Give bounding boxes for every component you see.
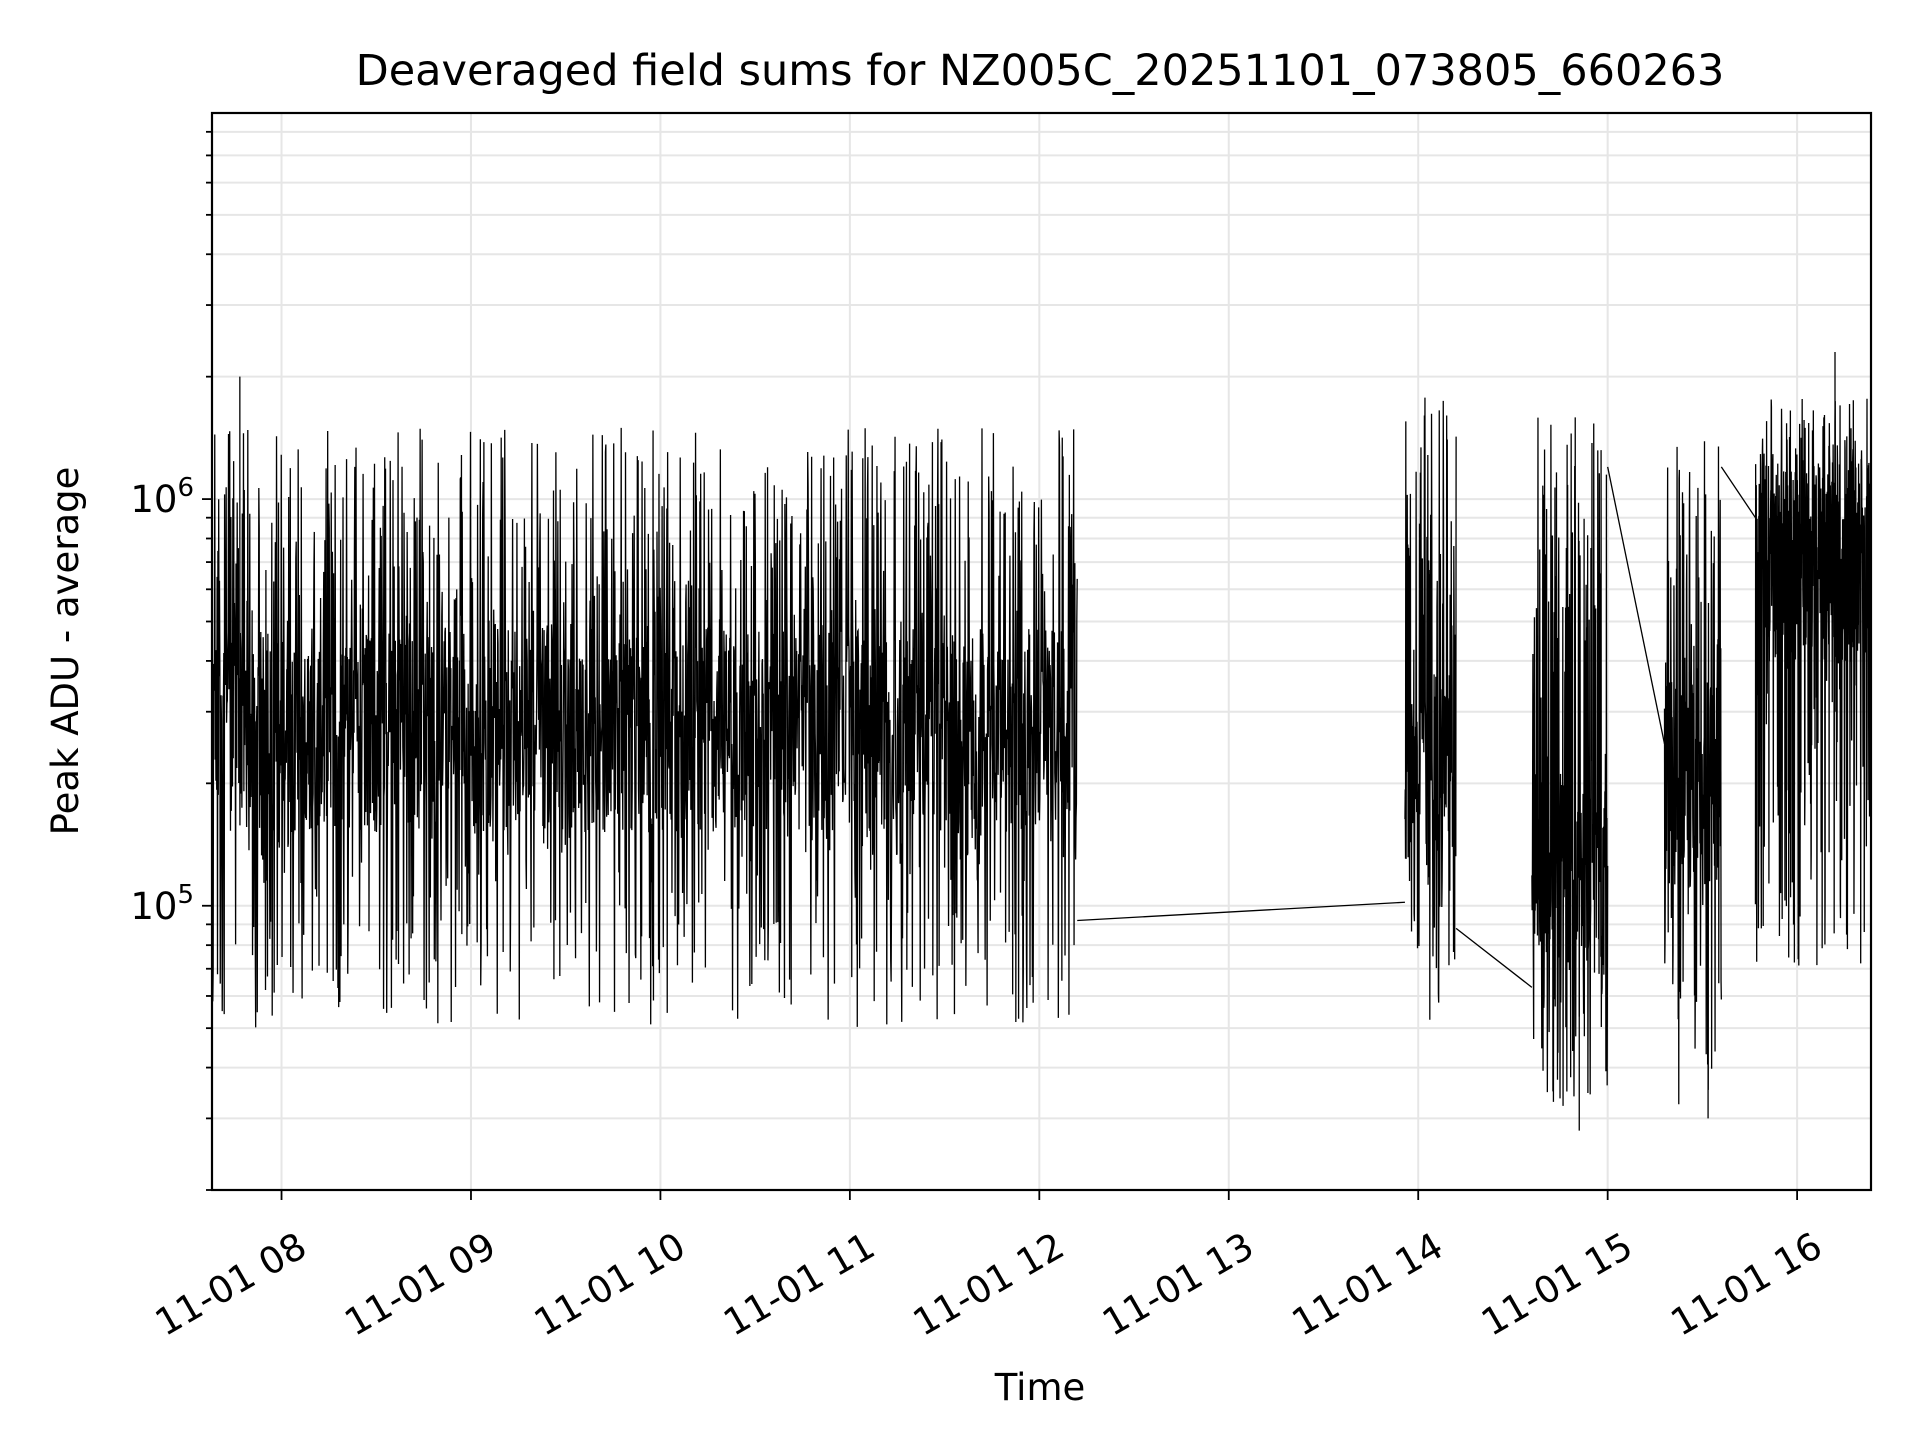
series-segment-4 xyxy=(1663,441,1722,1105)
series-segment-1 xyxy=(211,427,1078,1028)
y-tick-label: 105 xyxy=(130,880,194,928)
x-tick-label: 11-01 13 xyxy=(1095,1224,1261,1344)
gap-connector-4 xyxy=(1720,466,1756,519)
chart-title: Deaveraged field sums for NZ005C_2025110… xyxy=(356,46,1725,96)
gap-connector-2 xyxy=(1455,927,1533,988)
gap-connector-1 xyxy=(1077,901,1405,922)
plot-frame xyxy=(210,111,1873,1192)
series-segment-5 xyxy=(1754,398,1872,966)
series-segment-3 xyxy=(1531,417,1609,1106)
x-axis-label: Time xyxy=(994,1366,1086,1409)
x-tick-label: 11-01 15 xyxy=(1474,1224,1640,1344)
series-segment-2 xyxy=(1404,397,1457,1020)
data-layer xyxy=(211,351,1872,1131)
x-tick-label: 11-01 09 xyxy=(338,1224,504,1344)
x-tick-label: 11-01 16 xyxy=(1664,1224,1830,1344)
x-tick-label: 11-01 14 xyxy=(1285,1224,1451,1344)
gap-connector-3 xyxy=(1607,466,1666,745)
y-axis-label: Peak ADU - average xyxy=(44,467,87,836)
x-tick-label: 11-01 12 xyxy=(906,1224,1072,1344)
y-tick-label: 106 xyxy=(130,473,194,521)
x-tick-label: 11-01 10 xyxy=(527,1224,693,1344)
x-tick-label: 11-01 08 xyxy=(148,1224,314,1344)
x-tick-label: 11-01 11 xyxy=(716,1224,882,1344)
